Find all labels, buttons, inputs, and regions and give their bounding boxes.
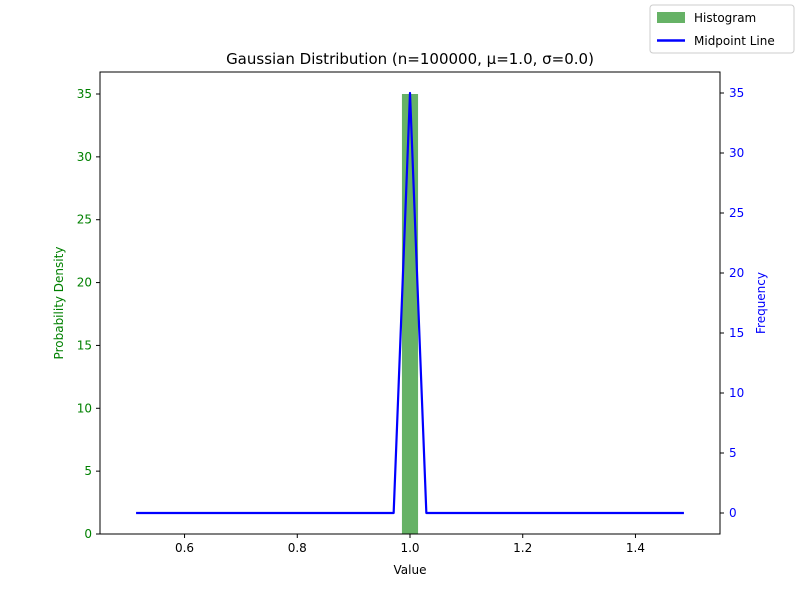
plot-area	[136, 91, 684, 534]
y-right-tick-label: 30	[729, 146, 744, 160]
y-right-tick-label: 5	[729, 446, 737, 460]
midpoint-line	[136, 91, 684, 515]
x-tick-label: 0.8	[288, 541, 307, 555]
legend-histogram-label: Histogram	[694, 11, 756, 25]
y-right-tick-label: 15	[729, 326, 744, 340]
legend-histogram-swatch	[657, 12, 685, 23]
legend-midpoint-line-label: Midpoint Line	[694, 34, 775, 48]
y-left-tick-label: 15	[77, 338, 92, 352]
y-right-tick-label: 0	[729, 506, 737, 520]
y-axis-left-label: Probability Density	[52, 247, 66, 360]
x-tick-label: 1.0	[400, 541, 419, 555]
y-left-tick-label: 35	[77, 87, 92, 101]
y-right-tick-label: 10	[729, 386, 744, 400]
y-right-tick-label: 35	[729, 86, 744, 100]
y-left-tick-label: 0	[84, 527, 92, 541]
y-left-tick-label: 20	[77, 276, 92, 290]
axes: 0.6 0.8 1.0 1.2 1.4 0 5 10 15 20 25 30 35 0 5 10 15 20 25 3…	[77, 71, 744, 555]
x-axis-label: Value	[394, 563, 427, 577]
y-left-tick-label: 10	[77, 401, 92, 415]
legend-frame	[649, 4, 795, 54]
x-tick-label: 0.6	[175, 541, 194, 555]
y-right-tick-label: 20	[729, 266, 744, 280]
y-right-tick-label: 25	[729, 206, 744, 220]
histogram-bar	[401, 94, 419, 534]
x-tick-label: 1.2	[513, 541, 532, 555]
y-axis-right-label: Frequency	[754, 272, 768, 334]
x-tick-label: 1.4	[626, 541, 645, 555]
legend: Histogram Midpoint Line	[649, 4, 795, 54]
y-left-tick-label: 30	[77, 150, 92, 164]
chart-title: Gaussian Distribution (n=100000, μ=1.0, …	[226, 50, 594, 68]
y-left-tick-label: 5	[84, 464, 92, 478]
y-left-tick-label: 25	[77, 213, 92, 227]
